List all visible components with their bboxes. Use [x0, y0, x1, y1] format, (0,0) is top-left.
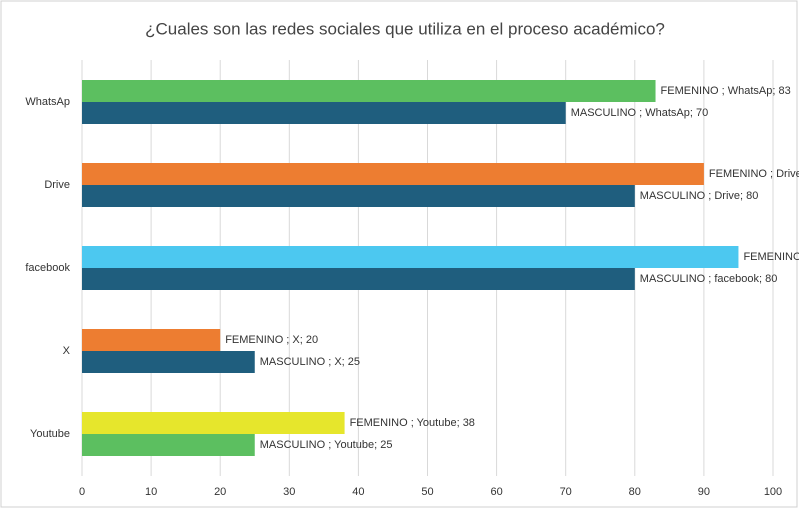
data-label: FEMENINO ; Youtube; 38 [350, 417, 475, 429]
data-label: MASCULINO ; WhatsAp; 70 [571, 107, 709, 119]
data-label: MASCULINO ; Drive; 80 [640, 190, 759, 202]
x-tick-label: 50 [421, 486, 433, 498]
x-tick-label: 40 [352, 486, 364, 498]
data-label: FEMENINO ; X; 20 [225, 334, 318, 346]
bar [82, 351, 255, 373]
y-tick-label: WhatsAp [25, 96, 70, 108]
y-tick-label: X [63, 345, 71, 357]
x-tick-label: 20 [214, 486, 226, 498]
y-tick-label: facebook [25, 262, 70, 274]
x-tick-label: 0 [79, 486, 85, 498]
x-tick-label: 90 [698, 486, 710, 498]
x-tick-label: 10 [145, 486, 157, 498]
data-label: FEMENINO ; WhatsAp; 83 [661, 85, 791, 97]
bar [82, 102, 566, 124]
y-tick-label: Drive [44, 179, 70, 191]
data-label: FEMENINO ; facebook; 95 [743, 251, 799, 263]
bar [82, 268, 635, 290]
x-tick-label: 100 [764, 486, 782, 498]
bar [82, 412, 345, 434]
bar [82, 246, 739, 268]
data-label: MASCULINO ; Youtube; 25 [260, 439, 393, 451]
x-tick-label: 80 [629, 486, 641, 498]
data-label: MASCULINO ; facebook; 80 [640, 273, 778, 285]
bar [82, 80, 656, 102]
data-label: MASCULINO ; X; 25 [260, 356, 360, 368]
bar [82, 434, 255, 456]
x-tick-label: 60 [490, 486, 502, 498]
x-tick-label: 30 [283, 486, 295, 498]
bar [82, 185, 635, 207]
bar [82, 163, 704, 185]
x-tick-label: 70 [560, 486, 572, 498]
y-tick-label: Youtube [30, 428, 70, 440]
chart-title: ¿Cuales son las redes sociales que utili… [145, 19, 665, 38]
data-label: FEMENINO ; Drive; 90 [709, 168, 799, 180]
bar [82, 329, 221, 351]
